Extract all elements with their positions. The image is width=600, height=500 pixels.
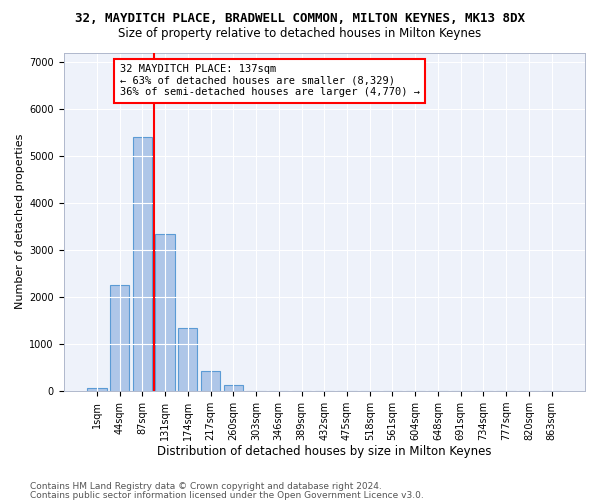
Text: Contains public sector information licensed under the Open Government Licence v3: Contains public sector information licen… <box>30 490 424 500</box>
Text: Size of property relative to detached houses in Milton Keynes: Size of property relative to detached ho… <box>118 28 482 40</box>
Text: 32 MAYDITCH PLACE: 137sqm
← 63% of detached houses are smaller (8,329)
36% of se: 32 MAYDITCH PLACE: 137sqm ← 63% of detac… <box>119 64 419 98</box>
Bar <box>155 234 175 391</box>
Y-axis label: Number of detached properties: Number of detached properties <box>15 134 25 310</box>
Text: Contains HM Land Registry data © Crown copyright and database right 2024.: Contains HM Land Registry data © Crown c… <box>30 482 382 491</box>
Bar <box>178 328 197 391</box>
Bar <box>110 286 129 391</box>
X-axis label: Distribution of detached houses by size in Milton Keynes: Distribution of detached houses by size … <box>157 444 491 458</box>
Text: 32, MAYDITCH PLACE, BRADWELL COMMON, MILTON KEYNES, MK13 8DX: 32, MAYDITCH PLACE, BRADWELL COMMON, MIL… <box>75 12 525 26</box>
Bar <box>133 137 152 391</box>
Bar <box>87 388 107 391</box>
Bar <box>224 385 243 391</box>
Bar <box>201 372 220 391</box>
